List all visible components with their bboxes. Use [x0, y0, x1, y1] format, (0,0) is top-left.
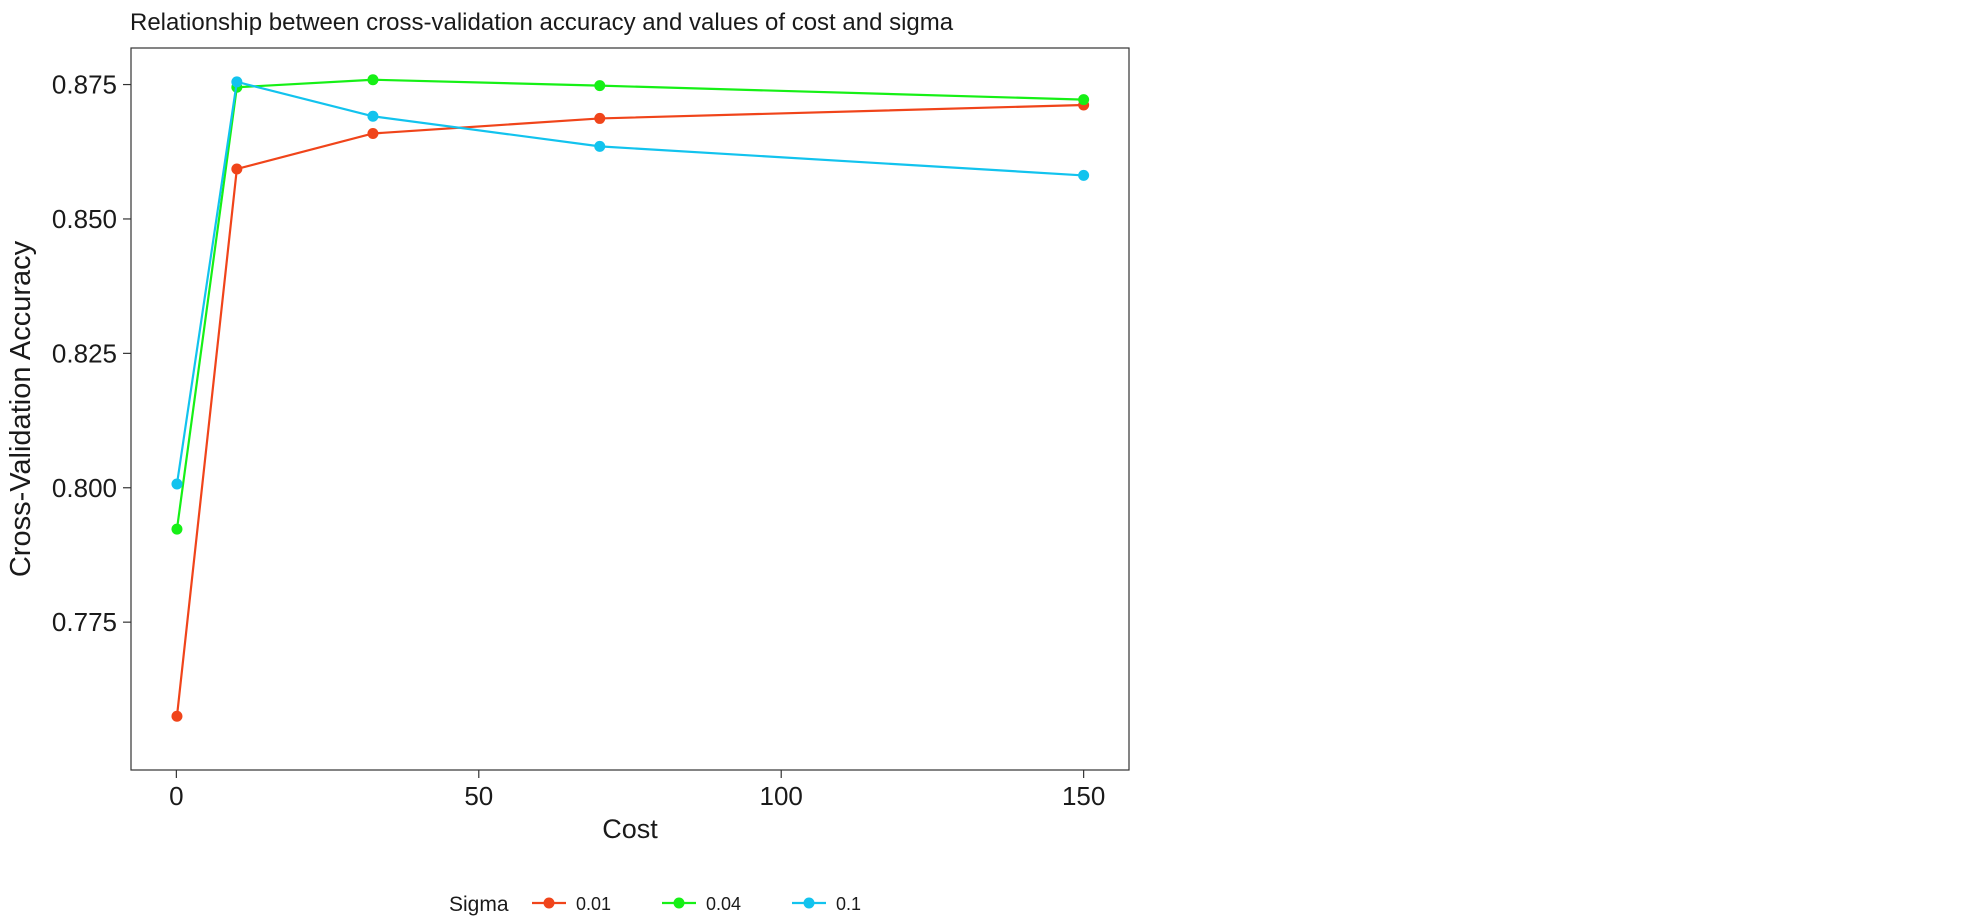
legend-title: Sigma — [449, 893, 509, 916]
legend-key-point — [543, 897, 555, 909]
data-point-0.01 — [367, 127, 379, 139]
data-point-0.04 — [367, 74, 379, 86]
y-tick-label: 0.775 — [52, 607, 117, 637]
series-line-0.01 — [175, 103, 1084, 717]
y-tick-label: 0.875 — [52, 70, 117, 100]
data-point-0.1 — [1078, 169, 1090, 181]
x-tick-label: 0 — [169, 781, 183, 811]
legend-key-point — [803, 897, 815, 909]
y-tick-label: 0.850 — [52, 204, 117, 234]
x-tick-label: 50 — [464, 781, 493, 811]
y-tick-label: 0.825 — [52, 338, 117, 368]
data-point-0.1 — [594, 140, 606, 152]
plot-panel-border — [130, 47, 1130, 771]
x-tick-label: 150 — [1062, 781, 1105, 811]
y-axis: 0.775 0.800 0.825 0.850 0.875 — [52, 70, 131, 637]
legend-label: 0.04 — [706, 894, 741, 914]
y-axis-title: Cross-Validation Accuracy — [5, 240, 37, 577]
series-layer — [171, 74, 1090, 722]
legend-key-point — [673, 897, 685, 909]
legend-items: 0.01 0.04 0.1 — [532, 894, 861, 914]
series-line-0.1 — [175, 80, 1084, 485]
data-point-0.01 — [231, 163, 243, 175]
y-tick-label: 0.800 — [52, 473, 117, 503]
data-point-0.04 — [171, 523, 183, 535]
legend: Sigma 0.01 0.04 0.1 — [449, 893, 861, 916]
data-point-0.1 — [171, 478, 183, 490]
data-point-0.1 — [367, 110, 379, 122]
legend-label: 0.1 — [836, 894, 861, 914]
x-axis-title: Cost — [602, 814, 658, 844]
legend-label: 0.01 — [576, 894, 611, 914]
data-point-0.1 — [231, 76, 243, 88]
chart-title: Relationship between cross-validation ac… — [130, 9, 954, 36]
x-tick-label: 100 — [760, 781, 803, 811]
data-point-0.04 — [1078, 94, 1090, 106]
data-point-0.04 — [594, 80, 606, 92]
data-point-0.01 — [171, 710, 183, 722]
x-axis: 0 50 100 150 — [169, 770, 1105, 811]
data-point-0.01 — [594, 112, 606, 124]
